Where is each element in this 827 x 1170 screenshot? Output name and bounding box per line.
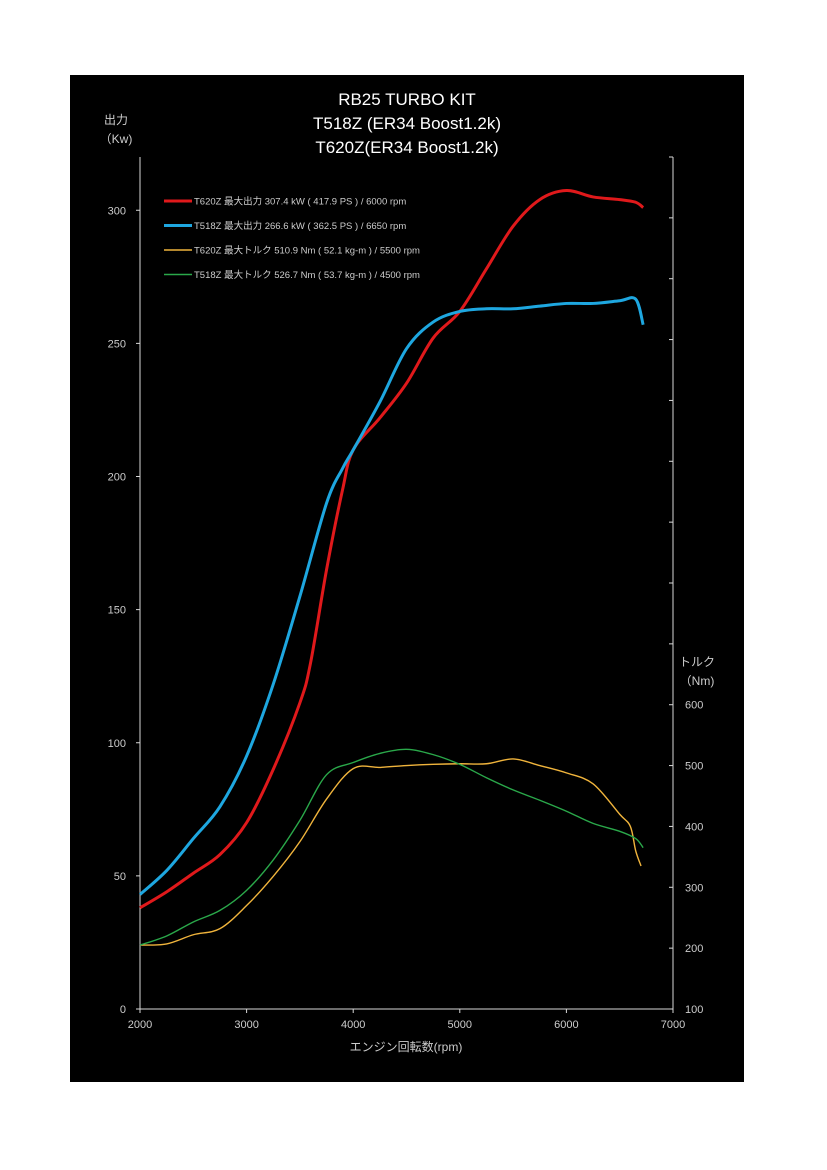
series-line-1 <box>138 296 645 896</box>
series-line-2 <box>139 758 642 946</box>
left-tick-label: 150 <box>108 605 126 617</box>
title-line-3: T620Z(ER34 Boost1.2k) <box>315 138 498 157</box>
chart-panel <box>70 75 744 1082</box>
right-tick-label: 600 <box>685 700 703 712</box>
left-tick-label: 250 <box>108 338 126 350</box>
left-axis-label-1: 出力 <box>104 113 128 127</box>
legend: T620Z 最大出力 307.4 kW ( 417.9 PS ) / 6000 … <box>164 196 420 281</box>
x-tick-label: 2000 <box>128 1019 152 1031</box>
right-tick-label: 400 <box>685 821 703 833</box>
right-axis-label-1: トルク <box>679 655 715 669</box>
left-axis-label-2: （Kw) <box>100 132 133 146</box>
legend-label-1: T518Z 最大出力 266.6 kW ( 362.5 PS ) / 6650 … <box>194 220 406 232</box>
right-tick-label: 500 <box>685 761 703 773</box>
title-line-2: T518Z (ER34 Boost1.2k) <box>313 114 501 133</box>
left-tick-label: 200 <box>108 472 126 484</box>
left-tick-label: 0 <box>120 1004 126 1016</box>
right-tick-label: 300 <box>685 882 703 894</box>
legend-label-2: T620Z 最大トルク 510.9 Nm ( 52.1 kg-m ) / 550… <box>194 245 420 257</box>
left-tick-label: 50 <box>114 871 126 883</box>
title-line-1: RB25 TURBO KIT <box>338 90 476 109</box>
series-line-3 <box>139 748 644 946</box>
legend-label-3: T518Z 最大トルク 526.7 Nm ( 53.7 kg-m ) / 450… <box>194 269 420 281</box>
legend-label-0: T620Z 最大出力 307.4 kW ( 417.9 PS ) / 6000 … <box>194 196 406 208</box>
left-tick-label: 100 <box>108 738 126 750</box>
chart-title: RB25 TURBO KIT T518Z (ER34 Boost1.2k) T6… <box>313 90 501 157</box>
x-tick-label: 5000 <box>448 1019 472 1031</box>
right-axis-label-2: （Nm) <box>680 674 715 688</box>
x-axis-label: エンジン回転数(rpm) <box>350 1039 463 1054</box>
right-tick-label: 100 <box>685 1004 703 1016</box>
left-tick-label: 300 <box>108 205 126 217</box>
series-line-0 <box>139 189 645 910</box>
right-tick-label: 200 <box>685 943 703 955</box>
x-tick-label: 7000 <box>661 1019 685 1031</box>
x-tick-label: 6000 <box>554 1019 578 1031</box>
x-tick-label: 3000 <box>234 1019 258 1031</box>
x-tick-label: 4000 <box>341 1019 365 1031</box>
